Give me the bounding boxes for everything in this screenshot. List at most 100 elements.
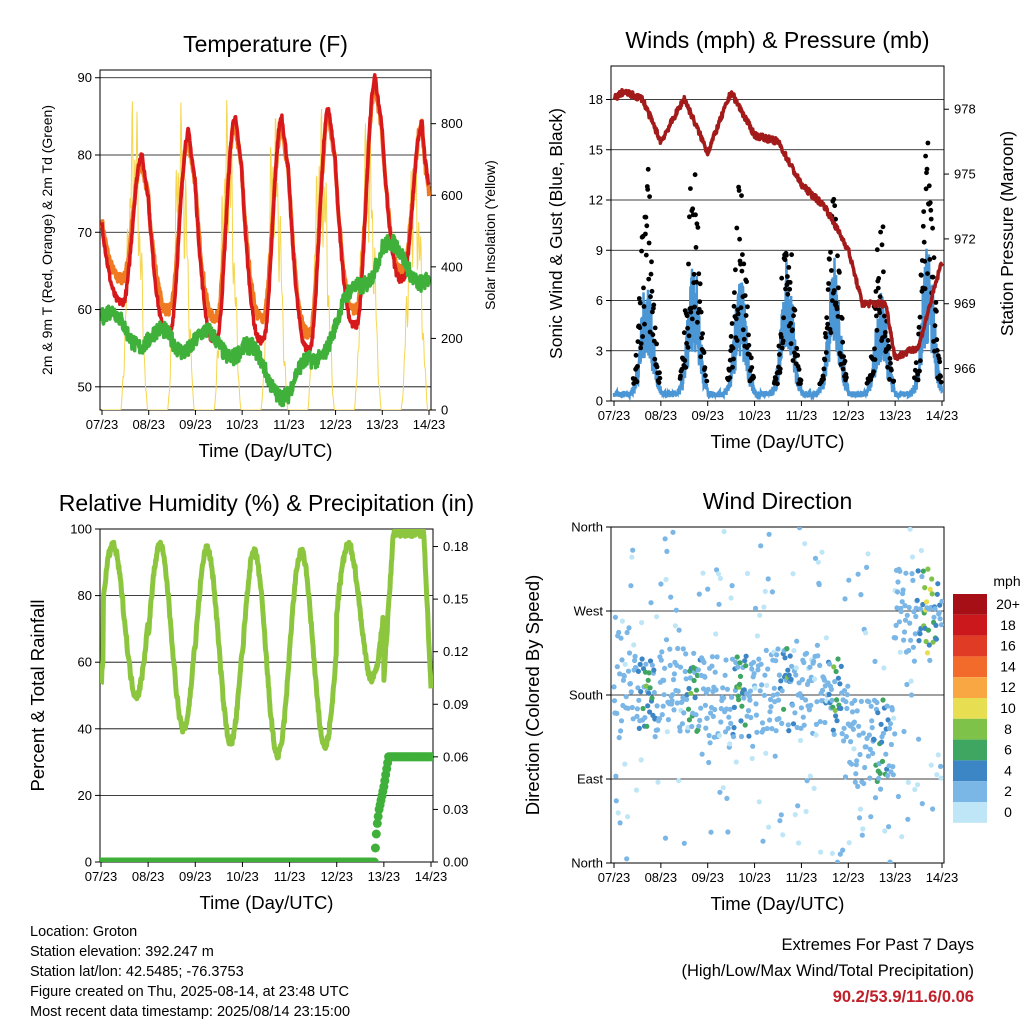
direction-point [682,668,688,675]
gust-point [822,331,828,336]
direction-point [696,591,702,597]
direction-point [712,706,718,713]
direction-point [628,689,634,695]
direction-point [795,803,801,809]
gust-point [787,280,793,285]
direction-point [701,659,707,666]
direction-point [782,655,788,661]
direction-point [716,601,722,607]
gust-point [682,358,688,363]
gust-point [693,212,698,218]
gust-point [922,258,928,264]
direction-point [778,678,784,684]
humidity-xtick-label: 12/23 [320,869,353,884]
direction-point [814,642,821,648]
gust-point [874,247,880,253]
direction-point [647,685,653,691]
direction-point [612,614,619,620]
direction-point [789,663,795,669]
direction-point [786,728,792,734]
direction-point [928,762,934,768]
direction-point [858,592,864,598]
gust-point [678,373,683,379]
gust-point [917,314,923,320]
direction-point [833,713,839,719]
gust-point [833,300,839,306]
direction-point [738,718,744,724]
direction-point [723,657,729,663]
direction-point [697,717,703,724]
direction-point [899,599,905,605]
gust-point [696,271,702,277]
direction-point [734,654,740,660]
direction-point [937,616,943,622]
direction-point [835,656,841,662]
winds-xlabel: Time (Day/UTC) [711,431,845,452]
gust-point [826,281,831,286]
direction-point [686,685,692,692]
direction-point [890,764,896,770]
direction-point [866,732,873,738]
gust-point [796,367,802,372]
gust-point [744,279,749,285]
gust-point [654,341,659,347]
legend-label: 20+ [996,596,1020,612]
direction-point [722,672,728,678]
temperature-title: Temperature (F) [183,31,348,57]
gust-point [688,309,694,315]
direction-point [695,667,701,673]
direction-point [909,554,916,560]
gust-point [832,203,838,209]
direction-point [892,731,898,737]
direction-xtick-label: 14/23 [926,870,959,885]
direction-point [856,815,863,821]
direction-point [854,758,860,764]
gust-point [872,357,878,362]
gust-point [693,245,699,250]
direction-point [756,799,762,805]
direction-point [924,650,931,656]
gust-point [823,334,829,340]
humidity-frame [99,528,434,863]
winds-xtick-label: 09/23 [691,408,724,423]
humidity-ylabel: Percent & Total Rainfall [27,600,48,792]
extremes-subtitle: (High/Low/Max Wind/Total Precipitation) [681,962,974,980]
direction-point [876,775,882,782]
extremes-box: Extremes For Past 7 Days (High/Low/Max W… [681,932,974,1010]
direction-point [686,717,693,723]
gust-point [745,304,750,310]
location-text: Location: Groton [30,924,138,940]
direction-point [872,658,878,665]
direction-point [634,706,641,712]
direction-point [718,719,724,725]
direction-point [832,707,838,714]
winds-y2tick-label: 975 [954,167,976,182]
direction-point [819,687,826,694]
direction-point [736,697,742,703]
direction-point [796,680,802,686]
direction-point [768,704,774,710]
direction-point [726,714,732,720]
direction-point [689,723,695,730]
temperature-y2tick-label: 800 [441,116,463,131]
elevation-text: Station elevation: 392.247 m [30,944,214,960]
extremes-title: Extremes For Past 7 Days [781,936,974,954]
direction-point [630,716,636,722]
direction-point [815,653,821,659]
direction-point [615,810,621,816]
gust-point [726,367,732,373]
direction-point [724,795,730,802]
direction-point [818,849,824,855]
winds-ylabel: Sonic Wind & Gust (Blue, Black) [546,108,566,359]
direction-point [900,587,906,593]
direction-point [923,599,930,605]
temperature-frame [99,69,432,411]
direction-point [645,677,651,683]
direction-point [675,645,681,652]
direction-point [638,757,644,763]
direction-point [864,564,870,571]
direction-point [798,705,805,711]
gust-point [824,315,830,321]
gust-point [921,239,927,245]
